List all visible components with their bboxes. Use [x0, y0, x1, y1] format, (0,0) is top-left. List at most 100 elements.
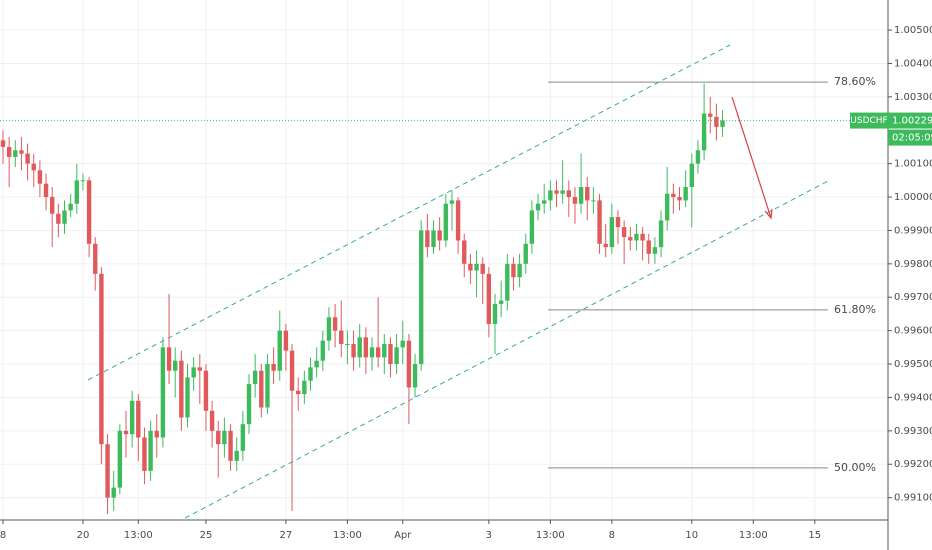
candle-body — [320, 340, 325, 361]
x-tick-label: 13:00 — [333, 530, 362, 541]
candle-body — [486, 273, 492, 324]
candle-body — [591, 200, 596, 202]
candle-body — [548, 190, 553, 201]
candle-body — [701, 113, 707, 151]
candle-body — [714, 116, 719, 127]
candle-body — [585, 187, 590, 201]
candle-body — [129, 400, 135, 435]
candle-body — [412, 364, 418, 388]
candle-body — [13, 150, 18, 157]
candle-body — [363, 337, 369, 358]
candle-body — [382, 343, 387, 358]
candle-body — [523, 243, 528, 264]
candle-body — [203, 370, 209, 411]
candle-body — [542, 200, 547, 204]
y-tick-label: 1.00300 — [894, 92, 932, 103]
candle-body — [511, 263, 516, 278]
candle-body — [68, 203, 73, 211]
candle-body — [252, 370, 258, 385]
candle-body — [535, 203, 541, 211]
candle-body — [375, 347, 381, 358]
candle-body — [708, 113, 713, 117]
candle-body — [658, 220, 664, 248]
candle-body — [283, 330, 289, 351]
y-tick-label: 0.99600 — [894, 326, 932, 337]
x-tick-label: 3 — [486, 530, 492, 541]
fib-label: 50.00% — [834, 461, 876, 474]
candle-body — [56, 213, 61, 224]
y-tick-label: 0.99800 — [894, 259, 932, 270]
candle-body — [117, 430, 123, 488]
candle-body — [50, 197, 55, 214]
candle-body — [345, 343, 350, 345]
x-tick-label: 8 — [609, 530, 615, 541]
candle-body — [240, 424, 246, 451]
candle-body — [597, 200, 602, 244]
candle-body — [603, 243, 608, 248]
channel-upper — [87, 44, 731, 381]
y-tick-label: 0.99300 — [894, 426, 932, 437]
candle-body — [578, 187, 584, 204]
candle-body — [277, 330, 282, 371]
candle-body — [640, 233, 645, 241]
candle-body — [166, 347, 172, 371]
candle-body — [683, 187, 688, 201]
drawings — [87, 44, 831, 519]
candle-body — [425, 230, 430, 248]
x-tick-label: 13:00 — [124, 530, 153, 541]
candle-body — [191, 367, 196, 378]
candle-body — [154, 430, 159, 438]
candle-body — [529, 210, 535, 244]
candle-body — [105, 444, 110, 498]
x-tick-label: 15 — [808, 530, 821, 541]
x-tick-label: 13:00 — [739, 530, 768, 541]
candle-body — [517, 263, 522, 278]
candle-body — [185, 377, 190, 418]
candle-body — [62, 210, 67, 224]
candle-body — [209, 410, 215, 431]
candle-body — [628, 237, 633, 241]
candle-body — [566, 190, 571, 198]
symbol-label: USDCHF — [850, 116, 887, 126]
candle-body — [671, 193, 676, 198]
candle-body — [505, 263, 510, 301]
countdown-box — [888, 129, 932, 146]
candle-body — [400, 340, 405, 348]
candle-body — [99, 273, 104, 445]
candle-body — [308, 367, 313, 381]
fib-label: 78.60% — [834, 75, 876, 88]
x-tick-label: 27 — [280, 530, 293, 541]
candle-body — [6, 146, 12, 157]
candle-body — [222, 430, 227, 445]
arrow-head — [764, 208, 773, 220]
candle-body — [677, 197, 682, 201]
candle-body — [492, 303, 498, 324]
candle-body — [123, 430, 129, 435]
candle-body — [197, 367, 202, 371]
candle-body — [216, 430, 221, 445]
candle-body — [148, 430, 153, 471]
candle-body — [388, 343, 393, 365]
candle-body — [609, 217, 615, 248]
candle-body — [498, 300, 504, 304]
candle-body — [296, 390, 301, 395]
candle-body — [31, 163, 36, 171]
candle-body — [111, 487, 116, 498]
axes: 0.99100 0.99200 0.99300 0.99400 0.99500 0.996… — [0, 25, 932, 541]
y-tick-label: 1.00000 — [894, 192, 932, 203]
symbol-box — [850, 112, 888, 129]
candle-body — [314, 360, 319, 368]
y-tick-label: 0.99500 — [894, 359, 932, 370]
y-axis-bg — [888, 0, 932, 550]
candle-body — [572, 197, 578, 204]
candle-body — [357, 337, 362, 358]
candle-body — [474, 263, 479, 271]
candle-body — [462, 240, 467, 264]
candle-body — [615, 217, 621, 228]
fib-label: 61.80% — [834, 303, 876, 316]
candle-body — [246, 384, 252, 425]
candle-body — [93, 243, 98, 274]
candle-body — [449, 200, 455, 204]
y-tick-label: 0.99100 — [894, 493, 932, 504]
candle-body — [431, 230, 436, 248]
